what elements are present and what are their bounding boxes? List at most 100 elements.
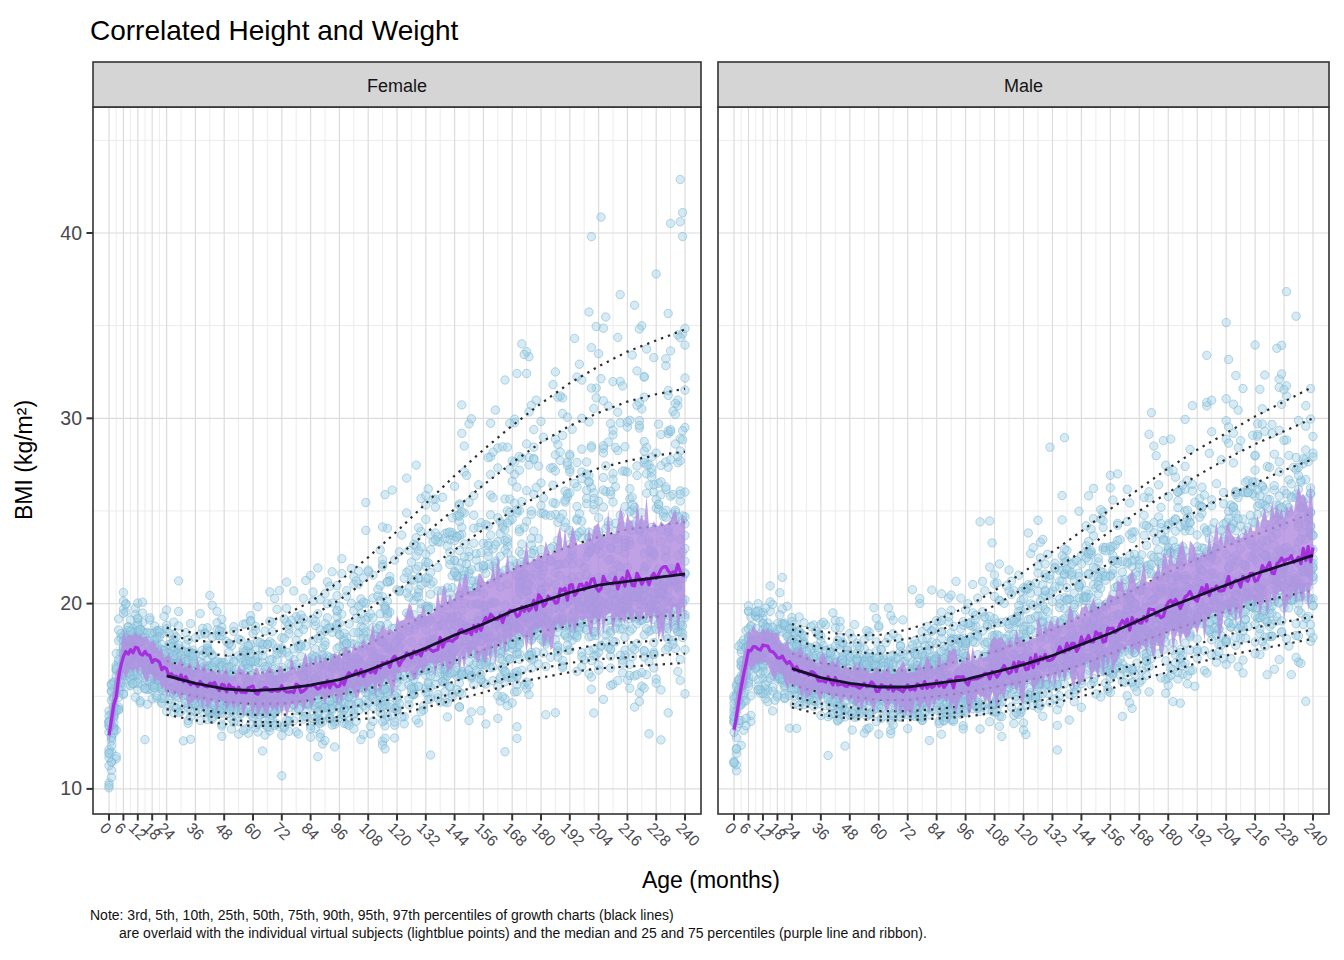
scatter-point [730,758,738,766]
scatter-point [640,373,648,381]
scatter-point [666,347,674,355]
scatter-point [609,475,617,483]
scatter-point [594,350,602,358]
scatter-point [402,509,410,517]
scatter-point [662,513,670,521]
scatter-point [1285,451,1293,459]
scatter-point [669,640,677,648]
scatter-point [998,732,1006,740]
scatter-point [742,722,750,730]
scatter-point [306,733,314,741]
facet-strip-label: Male [1004,76,1043,96]
scatter-point [256,638,264,646]
scatter-point [904,725,912,733]
scatter-point [1203,351,1211,359]
x-tick-label: 6 [111,819,129,837]
scatter-point [470,539,478,547]
scatter-point [410,576,418,584]
scatter-point [311,617,319,625]
scatter-point [585,478,593,486]
chart-title: Correlated Height and Weight [90,15,459,46]
scatter-point [1150,442,1158,450]
scatter-point [1273,344,1281,352]
x-tick-label: 108 [982,819,1012,849]
scatter-point [1087,546,1095,554]
scatter-point [1277,617,1285,625]
scatter-point [354,567,362,575]
scatter-point [1222,660,1230,668]
scatter-point [563,490,571,498]
scatter-point [645,481,653,489]
scatter-point [642,345,650,353]
scatter-point [278,731,286,739]
scatter-point [1171,515,1179,523]
scatter-point [1234,406,1242,414]
scatter-point [160,612,168,620]
scatter-point [1109,496,1117,504]
scatter-point [899,616,907,624]
scatter-point [1142,521,1150,529]
scatter-point [510,499,518,507]
scatter-point [575,509,583,517]
scatter-point [302,712,310,720]
scatter-point [534,534,542,542]
scatter-point [761,604,769,612]
scatter-point [633,401,641,409]
scatter-point [530,425,538,433]
scatter-point [1113,470,1121,478]
scatter-point [1142,657,1150,665]
scatter-point [477,707,485,715]
scatter-point [138,598,146,606]
scatter-point [376,709,384,717]
scatter-point [282,578,290,586]
scatter-point [453,686,461,694]
scatter-point [546,511,554,519]
scatter-point [455,703,463,711]
scatter-point [650,353,658,361]
scatter-point [1270,665,1278,673]
scatter-point [424,574,432,582]
scatter-point [986,517,994,525]
scatter-point [1070,589,1078,597]
scatter-point [1034,516,1042,524]
scatter-point [599,473,607,481]
scatter-point [359,598,367,606]
scatter-point [678,208,686,216]
figure: Female0612182436486072849610812013214415… [0,0,1344,960]
scatter-point [186,619,194,627]
scatter-point [402,474,410,482]
scatter-point [1222,318,1230,326]
x-tick-label: 120 [385,819,416,850]
growth-chart-plot: Female0612182436486072849610812013214415… [0,0,1344,960]
scatter-point [626,485,634,493]
scatter-point [626,416,634,424]
scatter-point [875,730,883,738]
scatter-point [311,645,319,653]
scatter-point [1162,689,1170,697]
scatter-point [863,661,871,669]
scatter-point [515,466,523,474]
scatter-point [390,734,398,742]
scatter-point [645,730,653,738]
x-tick-label: 60 [241,819,265,843]
scatter-point [606,681,614,689]
scatter-point [426,590,434,598]
scatter-point [465,716,473,724]
scatter-point [119,597,127,605]
scatter-point [650,638,658,646]
scatter-point [249,629,257,637]
scatter-point [628,493,636,501]
scatter-point [993,579,1001,587]
scatter-point [986,563,994,571]
scatter-point [414,682,422,690]
scatter-point [957,594,965,602]
scatter-point [1268,609,1276,617]
scatter-point [995,722,1003,730]
scatter-point [1268,429,1276,437]
scatter-point [551,467,559,475]
scatter-point [1135,563,1143,571]
scatter-point [1094,554,1102,562]
scatter-point [1010,719,1018,727]
x-tick-label: 0 [97,819,115,837]
scatter-point [1186,667,1194,675]
